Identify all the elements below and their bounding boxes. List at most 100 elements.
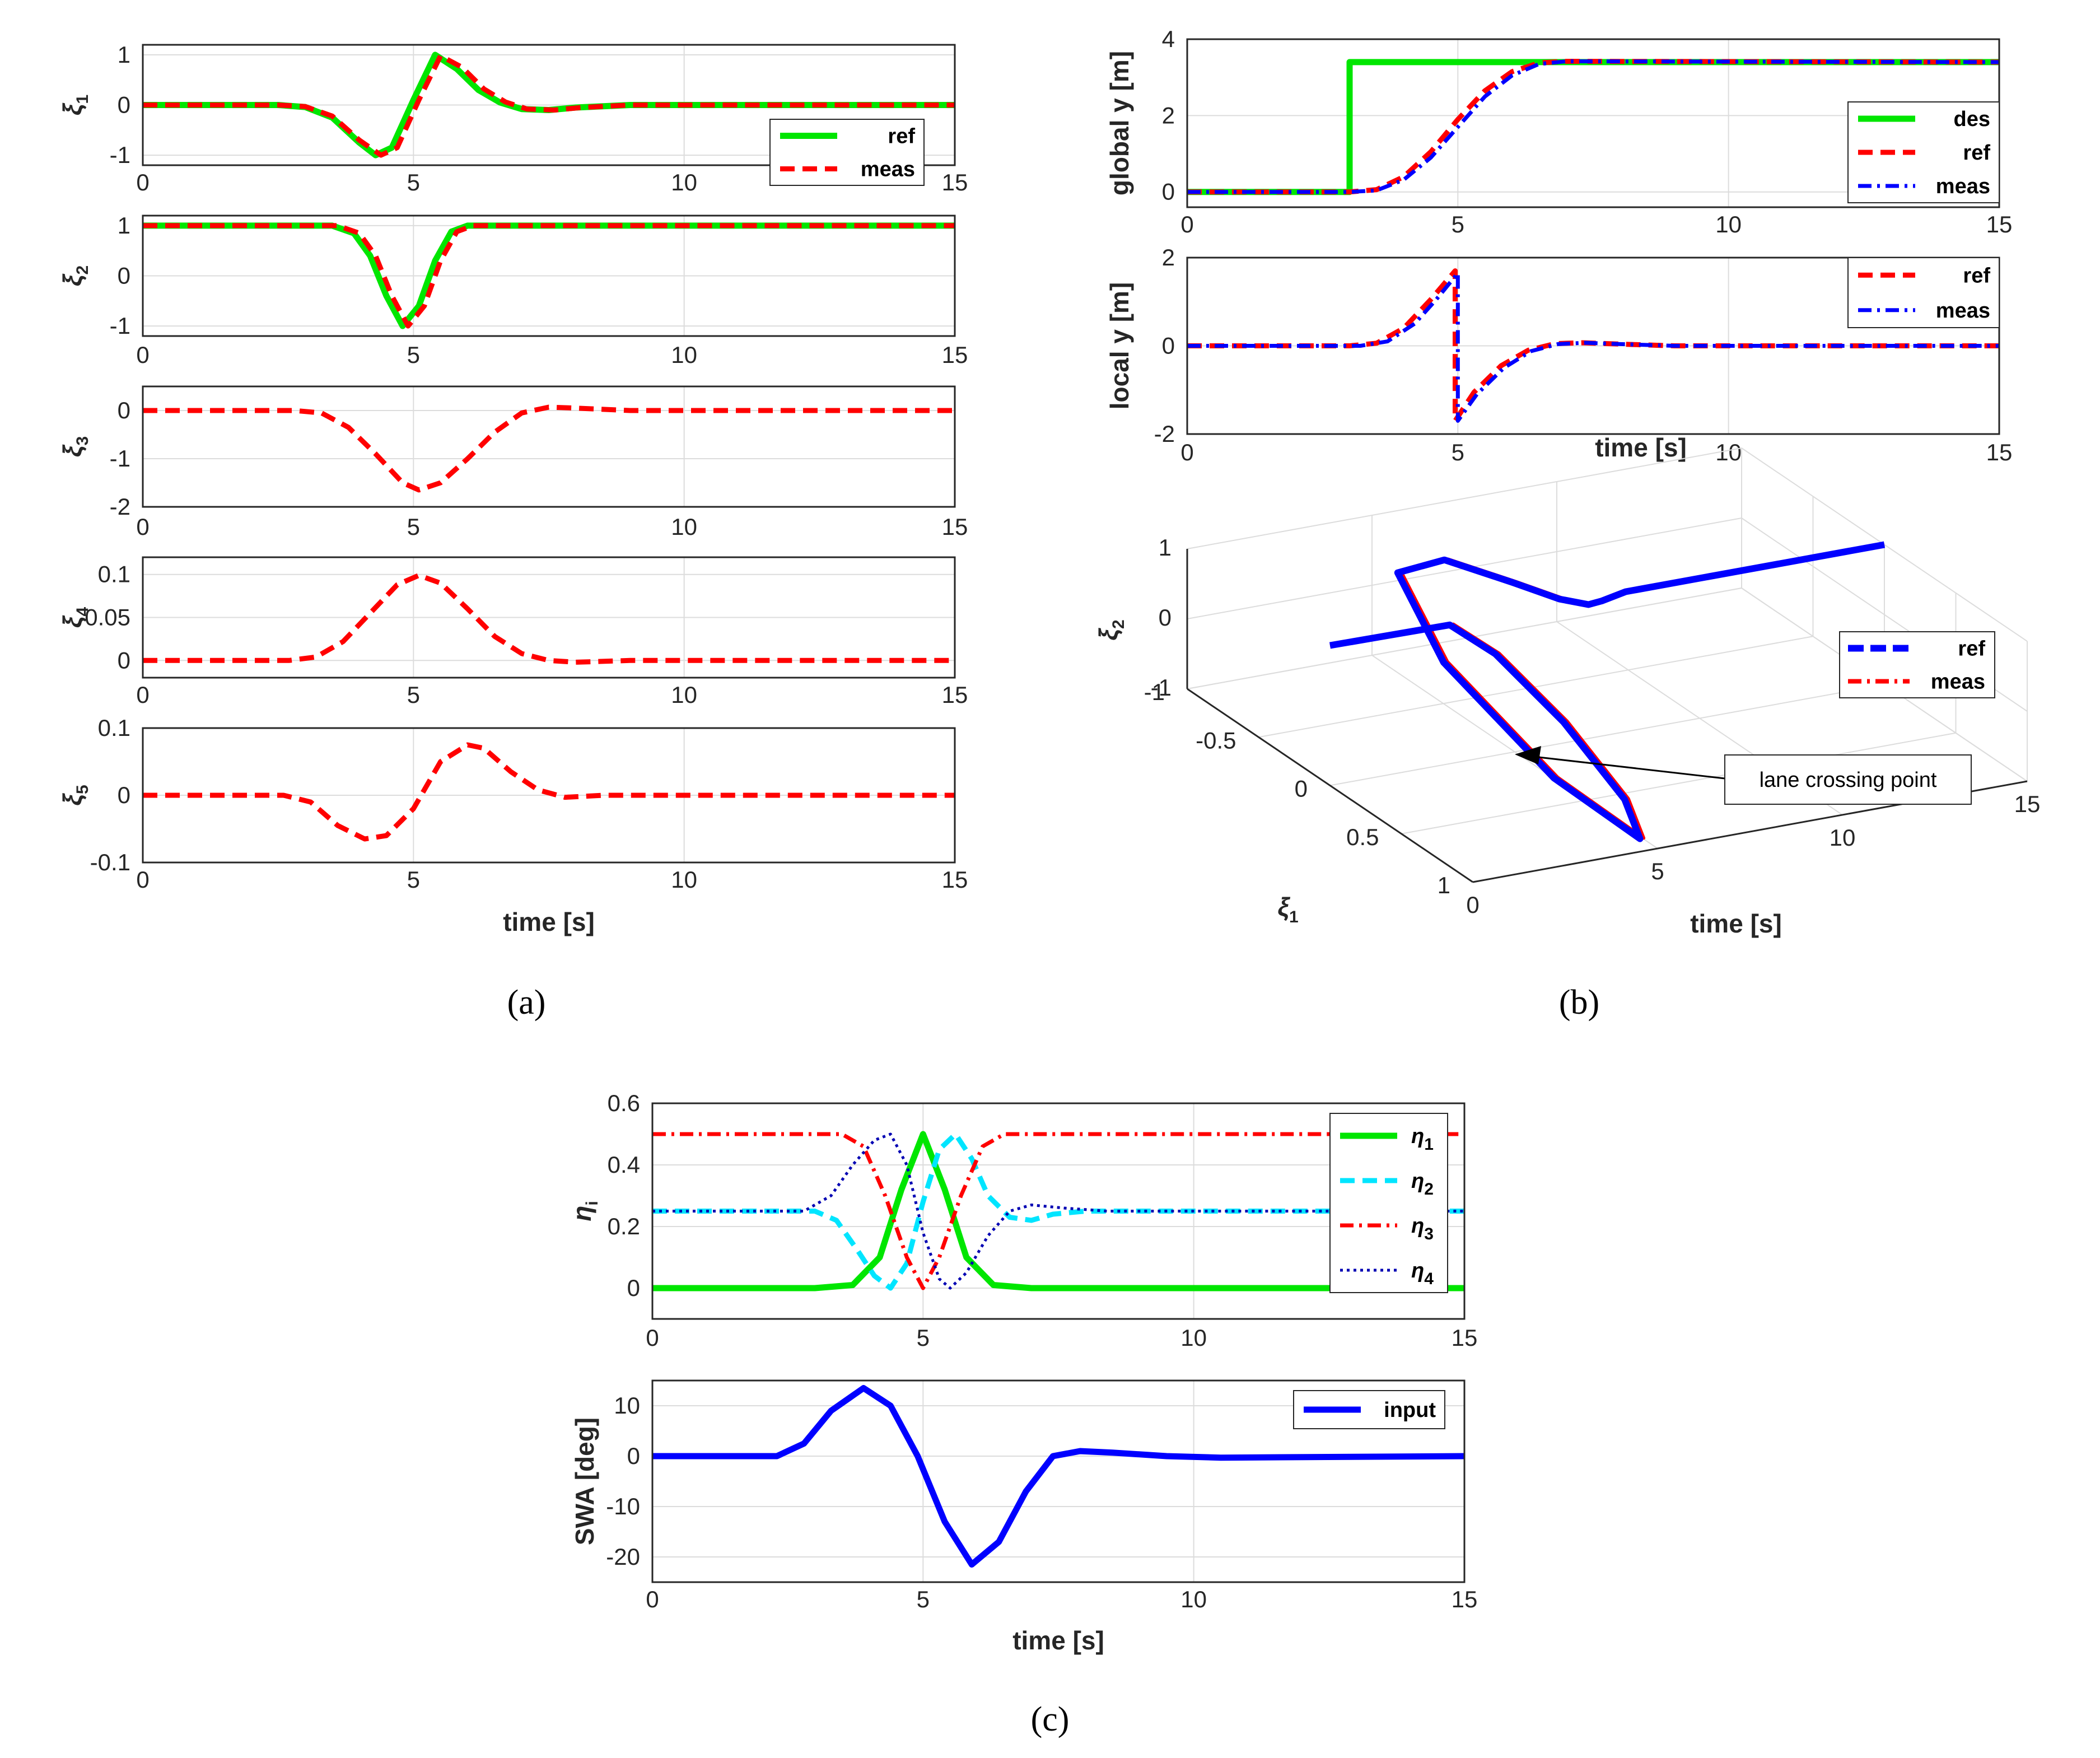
x-tick-label: 15 <box>942 169 968 195</box>
x-tick-label: 0 <box>1180 439 1193 465</box>
legend-label: ref <box>1963 264 1990 287</box>
legend-label: ref <box>888 125 915 148</box>
xi1-tick-label: -1 <box>1144 679 1165 705</box>
y-tick-label: 10 <box>614 1392 640 1419</box>
legend-c2: input <box>1293 1390 1445 1429</box>
y-axis-label: global y [m] <box>1105 51 1134 195</box>
axes-box <box>142 385 956 508</box>
caption-b: (b) <box>1559 983 1599 1022</box>
y-tick-label: 0 <box>118 782 130 808</box>
y-tick-label: 0 <box>118 647 130 673</box>
y-tick-label: 0 <box>118 263 130 289</box>
series-a1-meas <box>143 53 955 158</box>
x-tick-label: 5 <box>407 514 420 540</box>
x-tick-label: 5 <box>917 1586 930 1612</box>
legend-label: input <box>1384 1398 1436 1422</box>
x-tick-label: 5 <box>407 682 420 708</box>
xi2-tick-label: 1 <box>1159 534 1172 561</box>
series-a3-meas <box>143 404 955 493</box>
y-tick-label: 0.1 <box>98 561 130 587</box>
y-tick-label: 0 <box>627 1443 640 1469</box>
series-c1-η2 <box>652 1131 1464 1291</box>
xi1-tick-label: -0.5 <box>1196 727 1236 753</box>
x-tick-label: 5 <box>1452 211 1464 237</box>
x-tick-label: 0 <box>136 342 149 368</box>
annotation-arrow <box>1528 755 1725 780</box>
x-tick-label: 15 <box>1986 439 2013 465</box>
grid-line <box>1258 636 1813 738</box>
y-axis-label: ξ5 <box>58 785 92 805</box>
caption-a: (a) <box>507 983 546 1022</box>
grid-line <box>1187 587 1742 689</box>
y-axis-label: ξ1 <box>58 95 92 115</box>
y-tick-label: 0.05 <box>85 604 130 631</box>
y-axis-label: ξ2 <box>58 265 92 286</box>
legend-b2: ref meas <box>1847 257 2000 328</box>
x-tick-label: 10 <box>671 169 697 195</box>
chart-a4: 0 5 10 15 0 0.05 0.1 ξ4 <box>58 556 968 708</box>
y-tick-label: -2 <box>1154 421 1175 447</box>
y-axis-label: ξ1 <box>1277 892 1298 926</box>
series-b2-ref <box>1187 268 1999 423</box>
chart-b1: 0 5 10 15 0 2 4 global y [m] des ref meas <box>1105 26 2012 237</box>
legend-label: η2 <box>1411 1169 1434 1199</box>
legend-b1: des ref meas <box>1847 101 2000 203</box>
legend-label: meas <box>861 158 915 181</box>
x-tick-label: 10 <box>671 342 697 368</box>
caption-c: (c) <box>1031 1700 1070 1738</box>
y-tick-label: -20 <box>606 1544 640 1570</box>
xi2-tick-label: -1 <box>1151 674 1172 701</box>
xi1-tick-label: 0.5 <box>1346 824 1379 850</box>
z-axis-label: ξ2 <box>1094 619 1128 640</box>
legend-b3: ref meas <box>1839 631 1995 698</box>
t-tick-label: 5 <box>1651 858 1664 884</box>
y-tick-label: 1 <box>118 41 130 68</box>
y-tick-label: 0.4 <box>608 1151 640 1178</box>
x-tick-label: 10 <box>1180 1586 1207 1612</box>
series-b3-ref <box>1329 541 1886 842</box>
x-tick-label: 0 <box>136 514 149 540</box>
axes-box <box>651 1379 1466 1583</box>
y-axis-label: ξ4 <box>58 607 92 628</box>
y-tick-label: 4 <box>1162 26 1175 52</box>
annotation-box <box>1724 754 1972 805</box>
x-tick-label: 10 <box>1180 1325 1207 1351</box>
x-tick-label: 15 <box>1452 1586 1478 1612</box>
grid-line <box>1401 732 1956 834</box>
axes-box <box>142 44 956 166</box>
y-axis-label: SWA [deg] <box>570 1417 599 1545</box>
x-tick-label: 15 <box>942 342 968 368</box>
axes-box <box>142 556 956 679</box>
x-axis-label: time [s] <box>1012 1626 1104 1655</box>
x-tick-label: 0 <box>136 682 149 708</box>
x-tick-label: 5 <box>407 342 420 368</box>
x-axis-label: time [s] <box>503 907 595 936</box>
series-b2-meas <box>1187 271 1999 423</box>
annotation-label: lane crossing point <box>1760 768 1937 792</box>
y-tick-label: 0 <box>1162 179 1175 205</box>
y-tick-label: 0 <box>118 397 130 423</box>
legend-box <box>769 119 925 186</box>
y-tick-label: -10 <box>606 1493 640 1519</box>
series-a5-meas <box>143 742 955 842</box>
y-tick-label: 2 <box>1162 244 1175 271</box>
x-tick-label: 0 <box>1180 211 1193 237</box>
x-tick-label: 15 <box>1452 1325 1478 1351</box>
x-tick-label: 15 <box>942 682 968 708</box>
y-axis-label: ξ3 <box>58 436 92 457</box>
grid-line <box>1329 684 1885 786</box>
x-tick-label: 10 <box>671 682 697 708</box>
series-c1-η4 <box>652 1132 1464 1290</box>
y-tick-label: 2 <box>1162 102 1175 128</box>
axes-box <box>1186 257 2000 435</box>
axes-box <box>651 1102 1466 1320</box>
y-tick-label: 0 <box>118 92 130 118</box>
annotation-arrowhead <box>1515 746 1541 764</box>
series-b1-ref <box>1187 59 2000 195</box>
x-axis-label: time [s] <box>1690 909 1782 938</box>
y-tick-label: 0.2 <box>608 1213 640 1239</box>
